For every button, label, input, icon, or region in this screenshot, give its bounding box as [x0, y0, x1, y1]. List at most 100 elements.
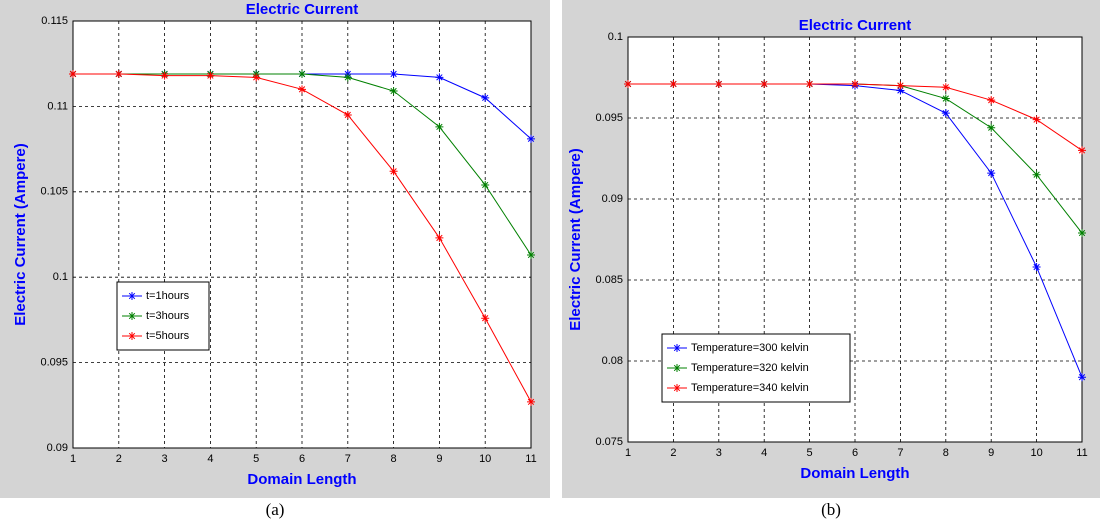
caption: (b): [821, 500, 841, 519]
data-marker: [527, 397, 535, 406]
x-tick-label: 3: [162, 453, 168, 465]
data-marker: [1078, 229, 1086, 238]
x-tick-label: 7: [345, 453, 351, 465]
data-marker: [298, 85, 306, 94]
data-marker: [435, 73, 444, 82]
data-marker: [435, 233, 444, 242]
data-marker: [114, 69, 123, 78]
data-marker: [987, 96, 996, 105]
x-tick-label: 6: [852, 447, 858, 459]
y-axis-label: Electric Current (Ampere): [12, 143, 29, 326]
data-marker: [624, 79, 632, 88]
legend-marker: [673, 344, 681, 352]
y-tick-label: 0.08: [602, 355, 623, 367]
data-marker: [896, 81, 905, 90]
data-marker: [1032, 115, 1041, 124]
x-tick-label: 9: [988, 447, 994, 459]
x-tick-label: 8: [391, 453, 397, 465]
data-marker: [760, 79, 769, 88]
x-tick-label: 8: [943, 447, 949, 459]
data-marker: [527, 250, 535, 259]
data-marker: [896, 86, 905, 95]
chart-title: Electric Current: [246, 1, 359, 18]
x-tick-label: 7: [897, 447, 903, 459]
y-tick-label: 0.09: [602, 193, 623, 205]
data-marker: [435, 122, 444, 131]
y-tick-label: 0.095: [595, 112, 623, 124]
legend-label: t=5hours: [146, 330, 190, 342]
data-marker: [343, 73, 352, 82]
x-tick-label: 1: [70, 453, 76, 465]
data-marker: [987, 123, 996, 132]
caption: (a): [266, 500, 285, 519]
data-marker: [160, 71, 169, 80]
y-tick-label: 0.1: [608, 31, 623, 43]
data-marker: [481, 180, 490, 189]
x-tick-label: 5: [807, 447, 813, 459]
x-axis-label: Domain Length: [800, 465, 909, 482]
legend-marker: [673, 384, 681, 392]
data-marker: [714, 79, 723, 88]
data-marker: [481, 93, 490, 102]
legend-label: t=1hours: [146, 290, 190, 302]
y-tick-label: 0.075: [595, 436, 623, 448]
legend-label: Temperature=340 kelvin: [691, 382, 809, 394]
data-marker: [1032, 170, 1041, 179]
data-marker: [1078, 146, 1086, 155]
data-marker: [389, 167, 398, 176]
legend-label: Temperature=320 kelvin: [691, 362, 809, 374]
y-tick-label: 0.085: [595, 274, 623, 286]
legend: t=1hours t=3hours t=5hours: [116, 281, 210, 351]
data-marker: [941, 94, 950, 103]
data-marker: [481, 314, 490, 323]
legend-label: t=3hours: [146, 310, 190, 322]
data-marker: [941, 109, 950, 118]
x-tick-label: 4: [761, 447, 767, 459]
data-marker: [851, 79, 859, 88]
x-tick-label: 3: [716, 447, 722, 459]
x-tick-label: 10: [1030, 447, 1042, 459]
x-tick-label: 6: [299, 453, 305, 465]
data-marker: [206, 71, 215, 80]
legend-marker: [128, 292, 136, 300]
data-marker: [941, 83, 950, 92]
data-marker: [298, 69, 306, 78]
data-marker: [1078, 373, 1086, 382]
y-tick-label: 0.115: [41, 15, 68, 27]
x-tick-label: 1: [625, 447, 631, 459]
x-tick-label: 11: [1076, 447, 1087, 459]
legend-box: [661, 333, 851, 403]
data-marker: [1032, 263, 1041, 272]
x-tick-label: 4: [207, 453, 213, 465]
x-tick-label: 2: [670, 447, 676, 459]
data-marker: [69, 69, 77, 78]
x-tick-label: 9: [436, 453, 442, 465]
x-axis-label: Domain Length: [247, 471, 356, 488]
legend-marker: [673, 364, 681, 372]
legend-marker: [128, 312, 136, 320]
data-marker: [987, 169, 996, 178]
y-tick-label: 0.11: [47, 100, 68, 112]
data-marker: [389, 69, 398, 78]
y-tick-label: 0.105: [40, 186, 68, 198]
chart-title: Electric Current: [799, 17, 912, 34]
data-marker: [805, 79, 814, 88]
x-tick-label: 10: [479, 453, 491, 465]
data-marker: [669, 79, 678, 88]
legend-marker: [128, 332, 136, 340]
data-marker: [343, 110, 352, 119]
legend: Temperature=300 kelvin Temperature=320 ke…: [661, 333, 851, 403]
data-marker: [527, 134, 535, 143]
y-axis-label: Electric Current (Ampere): [567, 148, 584, 331]
data-marker: [252, 73, 261, 82]
y-tick-label: 0.09: [47, 442, 68, 454]
data-marker: [389, 87, 398, 96]
x-tick-label: 2: [116, 453, 122, 465]
x-tick-label: 11: [525, 453, 536, 465]
x-tick-label: 5: [253, 453, 259, 465]
legend-label: Temperature=300 kelvin: [691, 342, 809, 354]
y-tick-label: 0.1: [53, 271, 68, 283]
y-tick-label: 0.095: [40, 357, 68, 369]
